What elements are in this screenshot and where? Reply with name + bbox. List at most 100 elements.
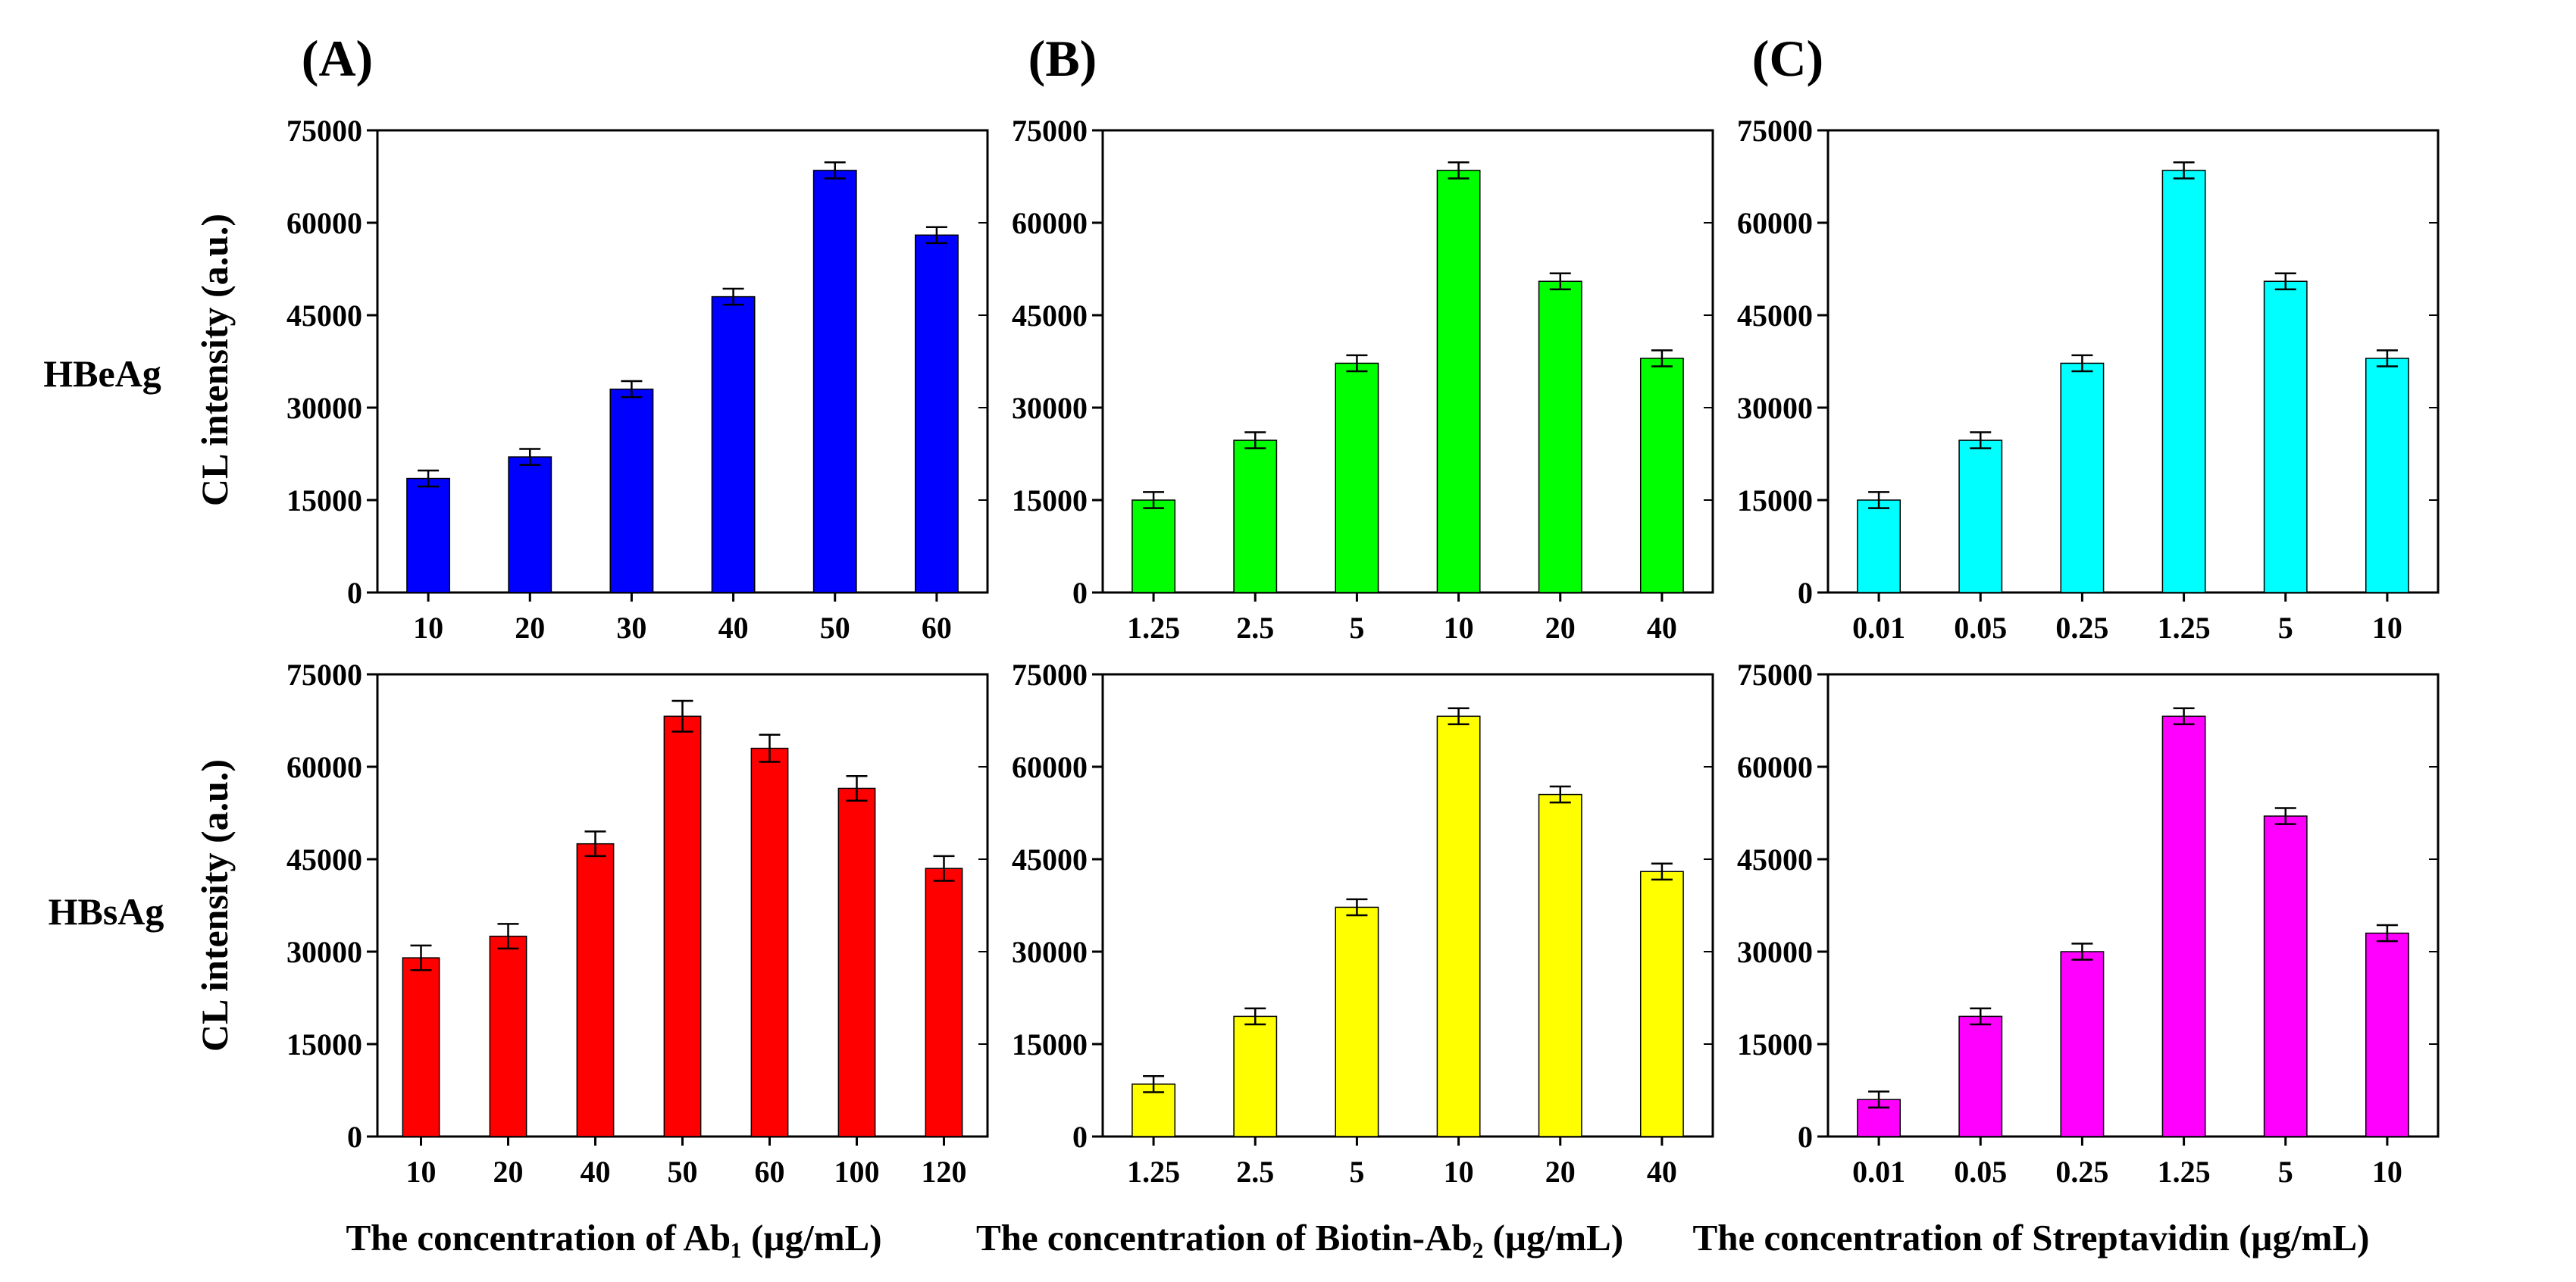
- bar: [663, 715, 702, 1137]
- x-tick-label: 40: [1647, 1155, 1677, 1189]
- x-tick-label: 30: [616, 611, 646, 645]
- y-tick-label: 30000: [286, 935, 362, 969]
- y-tick-label: 0: [1798, 1120, 1813, 1154]
- x-tick-label: 50: [668, 1155, 698, 1189]
- y-tick-label: 15000: [286, 1027, 362, 1062]
- y-tick-label: 30000: [286, 391, 362, 425]
- x-tick-label: 20: [515, 611, 545, 645]
- y-tick-label: 30000: [1737, 935, 1813, 969]
- y-tick-label: 45000: [1012, 843, 1088, 877]
- x-tick-label: 2.5: [1236, 1155, 1274, 1189]
- bar: [812, 170, 857, 593]
- y-tick-label: 60000: [286, 206, 362, 240]
- axis-frame: [1101, 673, 1714, 1138]
- chart-panel-c-hbsag: 0 15000 30000 45000 60000 75000 0.01 0.05 0.25 1.…: [1737, 658, 2440, 1189]
- bar: [1639, 358, 1684, 593]
- y-tick-label: 0: [1798, 576, 1813, 610]
- x-tick-label: 20: [1545, 611, 1576, 645]
- x-tick-label: 0.05: [1954, 1155, 2007, 1189]
- axis-frame: [1826, 673, 2440, 1138]
- bar: [1233, 439, 1278, 593]
- x-tick-label: 60: [755, 1155, 785, 1189]
- y-tick-label: 15000: [1737, 1027, 1813, 1062]
- bar: [402, 957, 440, 1137]
- x-tick-label: 20: [1545, 1155, 1576, 1189]
- panel-label-b: (B): [1028, 30, 1097, 87]
- bar: [2263, 815, 2308, 1137]
- chart-panel-a-hbeag: 0 15000 30000 45000 60000 75000 10 20 30 40 50 60: [286, 114, 989, 645]
- bar: [2365, 358, 2409, 593]
- bar: [609, 388, 654, 593]
- x-tick-label: 50: [820, 611, 850, 645]
- y-tick-label: 75000: [1737, 658, 1813, 692]
- x-tick-label: 0.05: [1954, 611, 2007, 645]
- x-tick-label: 20: [493, 1155, 524, 1189]
- x-tick-label: 0.25: [2055, 611, 2108, 645]
- bar: [1436, 170, 1481, 593]
- x-axis-label-a: The concentration of Ab₁ (µg/mL): [346, 1217, 881, 1259]
- x-tick-label: 60: [922, 611, 952, 645]
- y-tick-label: 0: [1072, 1120, 1088, 1154]
- x-tick-label: 0.25: [2055, 1155, 2108, 1189]
- y-tick-label: 45000: [1012, 299, 1088, 333]
- chart-panel-a-hbsag: 0 15000 30000 45000 60000 75000 10 20 40 50 60 100 1…: [286, 658, 989, 1189]
- y-tick-label: 60000: [1012, 750, 1088, 784]
- bar: [2060, 362, 2105, 593]
- axis-frame: [376, 129, 989, 594]
- bar: [1538, 793, 1582, 1137]
- y-tick-label: 0: [347, 576, 362, 610]
- bar: [2365, 932, 2409, 1137]
- x-tick-label: 10: [2372, 611, 2402, 645]
- x-tick-label: 1.25: [1127, 1155, 1180, 1189]
- chart-panel-b-hbeag: 0 15000 30000 45000 60000 75000 1.25 2.5 5 10 20 40: [1012, 114, 1714, 645]
- x-tick-label: 1.25: [2158, 611, 2211, 645]
- y-tick-label: 75000: [286, 114, 362, 148]
- x-tick-label: 10: [2372, 1155, 2402, 1189]
- x-tick-label: 1.25: [1127, 611, 1180, 645]
- x-tick-label: 40: [718, 611, 749, 645]
- bar: [1335, 362, 1379, 593]
- bar: [914, 234, 959, 593]
- y-tick-label: 60000: [1737, 206, 1813, 240]
- bar: [1233, 1015, 1278, 1137]
- row-label-hbeag: HBeAg: [43, 352, 161, 395]
- y-tick-label: 0: [347, 1120, 362, 1154]
- bar: [508, 456, 552, 593]
- y-tick-label: 30000: [1012, 935, 1088, 969]
- x-tick-label: 2.5: [1236, 611, 1274, 645]
- bar: [1639, 871, 1684, 1137]
- bar: [925, 868, 963, 1137]
- bar: [489, 935, 527, 1137]
- y-tick-label: 15000: [286, 483, 362, 517]
- row-label-hbsag: HBsAg: [49, 890, 164, 933]
- x-tick-label: 5: [2278, 611, 2293, 645]
- panel-label-a: (A): [302, 30, 373, 87]
- y-tick-label: 60000: [286, 750, 362, 784]
- bar: [1857, 499, 1901, 593]
- bar: [576, 843, 615, 1137]
- y-tick-label: 45000: [286, 843, 362, 877]
- x-tick-label: 40: [581, 1155, 611, 1189]
- panel-label-c: (C): [1752, 30, 1823, 87]
- y-tick-label: 75000: [286, 658, 362, 692]
- bar: [1958, 1015, 2003, 1137]
- y-tick-label: 60000: [1012, 206, 1088, 240]
- bar: [837, 787, 876, 1137]
- bar: [1538, 280, 1582, 593]
- axis-frame: [1826, 129, 2440, 594]
- x-tick-label: 10: [1444, 611, 1474, 645]
- y-tick-label: 15000: [1737, 483, 1813, 517]
- bar: [1436, 715, 1481, 1137]
- chart-panel-c-hbeag: 0 15000 30000 45000 60000 75000 0.01 0.05 0.25 1.…: [1737, 114, 2440, 645]
- bar: [2263, 280, 2308, 593]
- x-tick-label: 5: [2278, 1155, 2293, 1189]
- x-tick-label: 5: [1349, 1155, 1364, 1189]
- x-tick-label: 0.01: [1852, 611, 1905, 645]
- x-axis-label-c: The concentration of Streptavidin (µg/mL…: [1693, 1217, 2370, 1259]
- x-tick-label: 5: [1349, 611, 1364, 645]
- y-axis-label-bottom: CL intensity (a.u.): [193, 759, 236, 1052]
- x-tick-label: 1.25: [2158, 1155, 2211, 1189]
- x-tick-label: 120: [922, 1155, 967, 1189]
- chart-panel-b-hbsag: 0 15000 30000 45000 60000 75000 1.25 2.5 5 10 20 40: [1012, 658, 1714, 1189]
- bar: [1131, 499, 1176, 593]
